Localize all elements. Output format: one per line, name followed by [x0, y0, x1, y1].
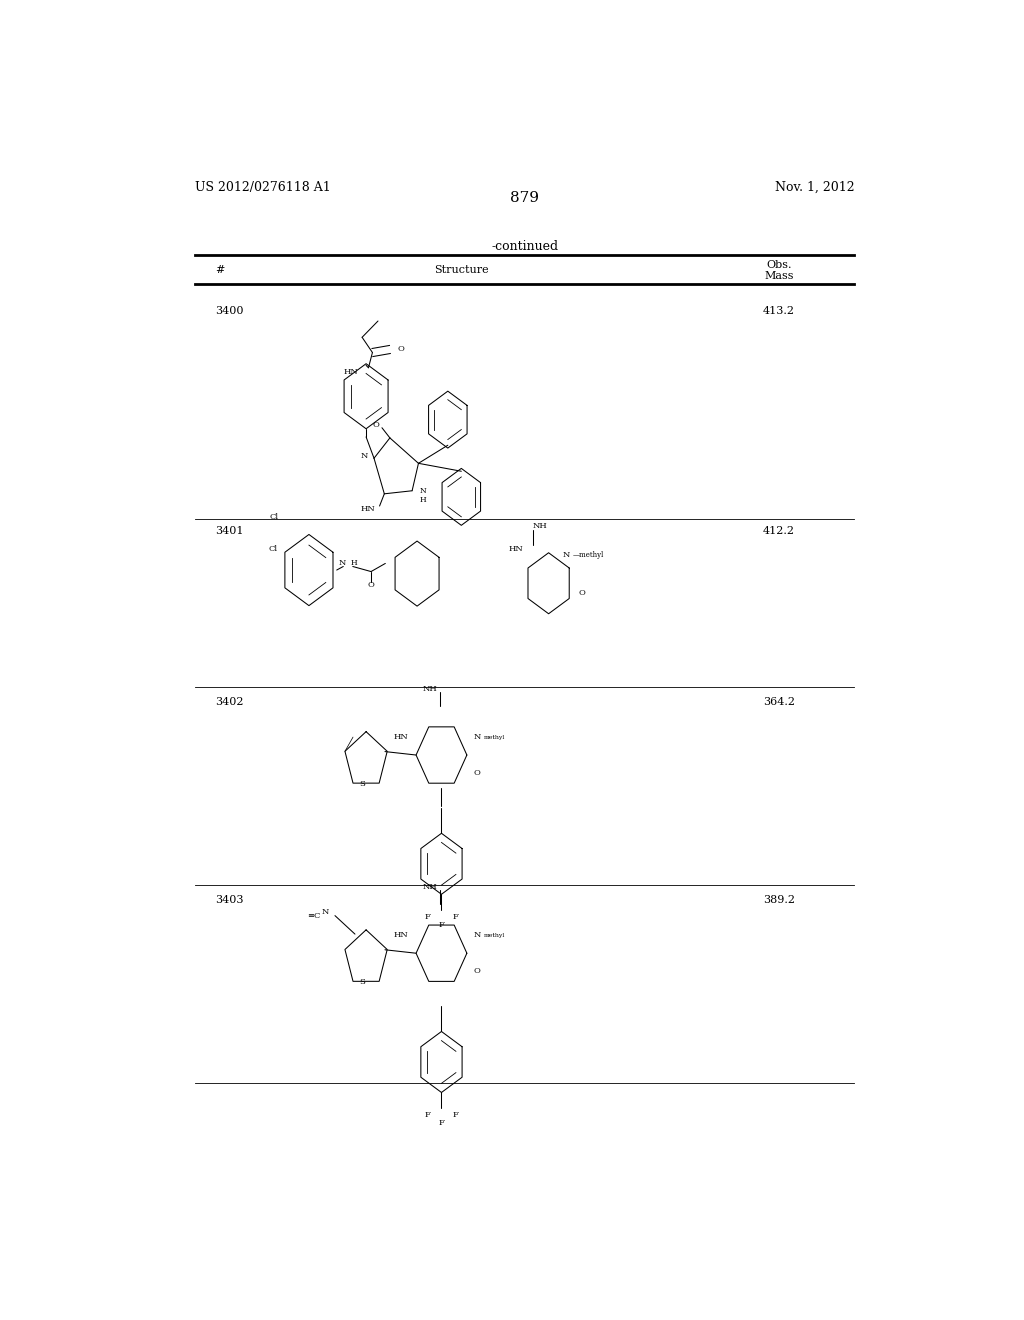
Text: methyl: methyl: [483, 735, 505, 739]
Text: O: O: [373, 421, 380, 429]
Text: O: O: [368, 581, 375, 589]
Text: Structure: Structure: [434, 265, 488, 275]
Text: 389.2: 389.2: [763, 895, 795, 906]
Text: Cl: Cl: [268, 545, 278, 553]
Text: N: N: [338, 560, 346, 568]
Text: F: F: [438, 1119, 444, 1127]
Text: H: H: [350, 560, 357, 568]
Text: O: O: [473, 770, 480, 777]
Text: Obs.: Obs.: [766, 260, 792, 271]
Text: N: N: [473, 733, 480, 741]
Text: S: S: [359, 978, 365, 986]
Text: 3403: 3403: [215, 895, 244, 906]
Text: Cl: Cl: [270, 512, 279, 520]
Text: O: O: [473, 968, 480, 975]
Text: NH: NH: [423, 685, 437, 693]
Text: HN: HN: [343, 368, 358, 376]
Text: —methyl: —methyl: [572, 550, 604, 558]
Text: S: S: [359, 780, 365, 788]
Text: 3401: 3401: [215, 527, 244, 536]
Text: F: F: [453, 912, 459, 920]
Text: F: F: [424, 1111, 430, 1119]
Text: 3400: 3400: [215, 306, 244, 315]
Text: N: N: [360, 453, 368, 461]
Text: N: N: [563, 550, 570, 558]
Text: Mass: Mass: [764, 271, 794, 281]
Text: HN: HN: [509, 545, 523, 553]
Text: 364.2: 364.2: [763, 697, 795, 708]
Text: O: O: [579, 590, 586, 598]
Text: F: F: [438, 921, 444, 929]
Text: -continued: -continued: [492, 240, 558, 252]
Text: 3402: 3402: [215, 697, 244, 708]
Text: NH: NH: [423, 883, 437, 891]
Text: US 2012/0276118 A1: US 2012/0276118 A1: [196, 181, 331, 194]
Text: ≡C: ≡C: [307, 912, 321, 920]
Text: N: N: [322, 908, 329, 916]
Text: N: N: [473, 932, 480, 940]
Text: HN: HN: [393, 932, 409, 940]
Text: Nov. 1, 2012: Nov. 1, 2012: [774, 181, 854, 194]
Text: N
H: N H: [420, 487, 427, 504]
Text: 879: 879: [510, 191, 540, 205]
Text: 413.2: 413.2: [763, 306, 795, 315]
Text: HN: HN: [393, 733, 409, 741]
Text: F: F: [453, 1111, 459, 1119]
Text: F: F: [424, 912, 430, 920]
Text: 412.2: 412.2: [763, 527, 795, 536]
Text: O: O: [397, 346, 404, 354]
Text: #: #: [215, 265, 224, 275]
Text: methyl: methyl: [483, 933, 505, 937]
Text: NH: NH: [532, 523, 548, 531]
Text: HN: HN: [360, 506, 375, 513]
